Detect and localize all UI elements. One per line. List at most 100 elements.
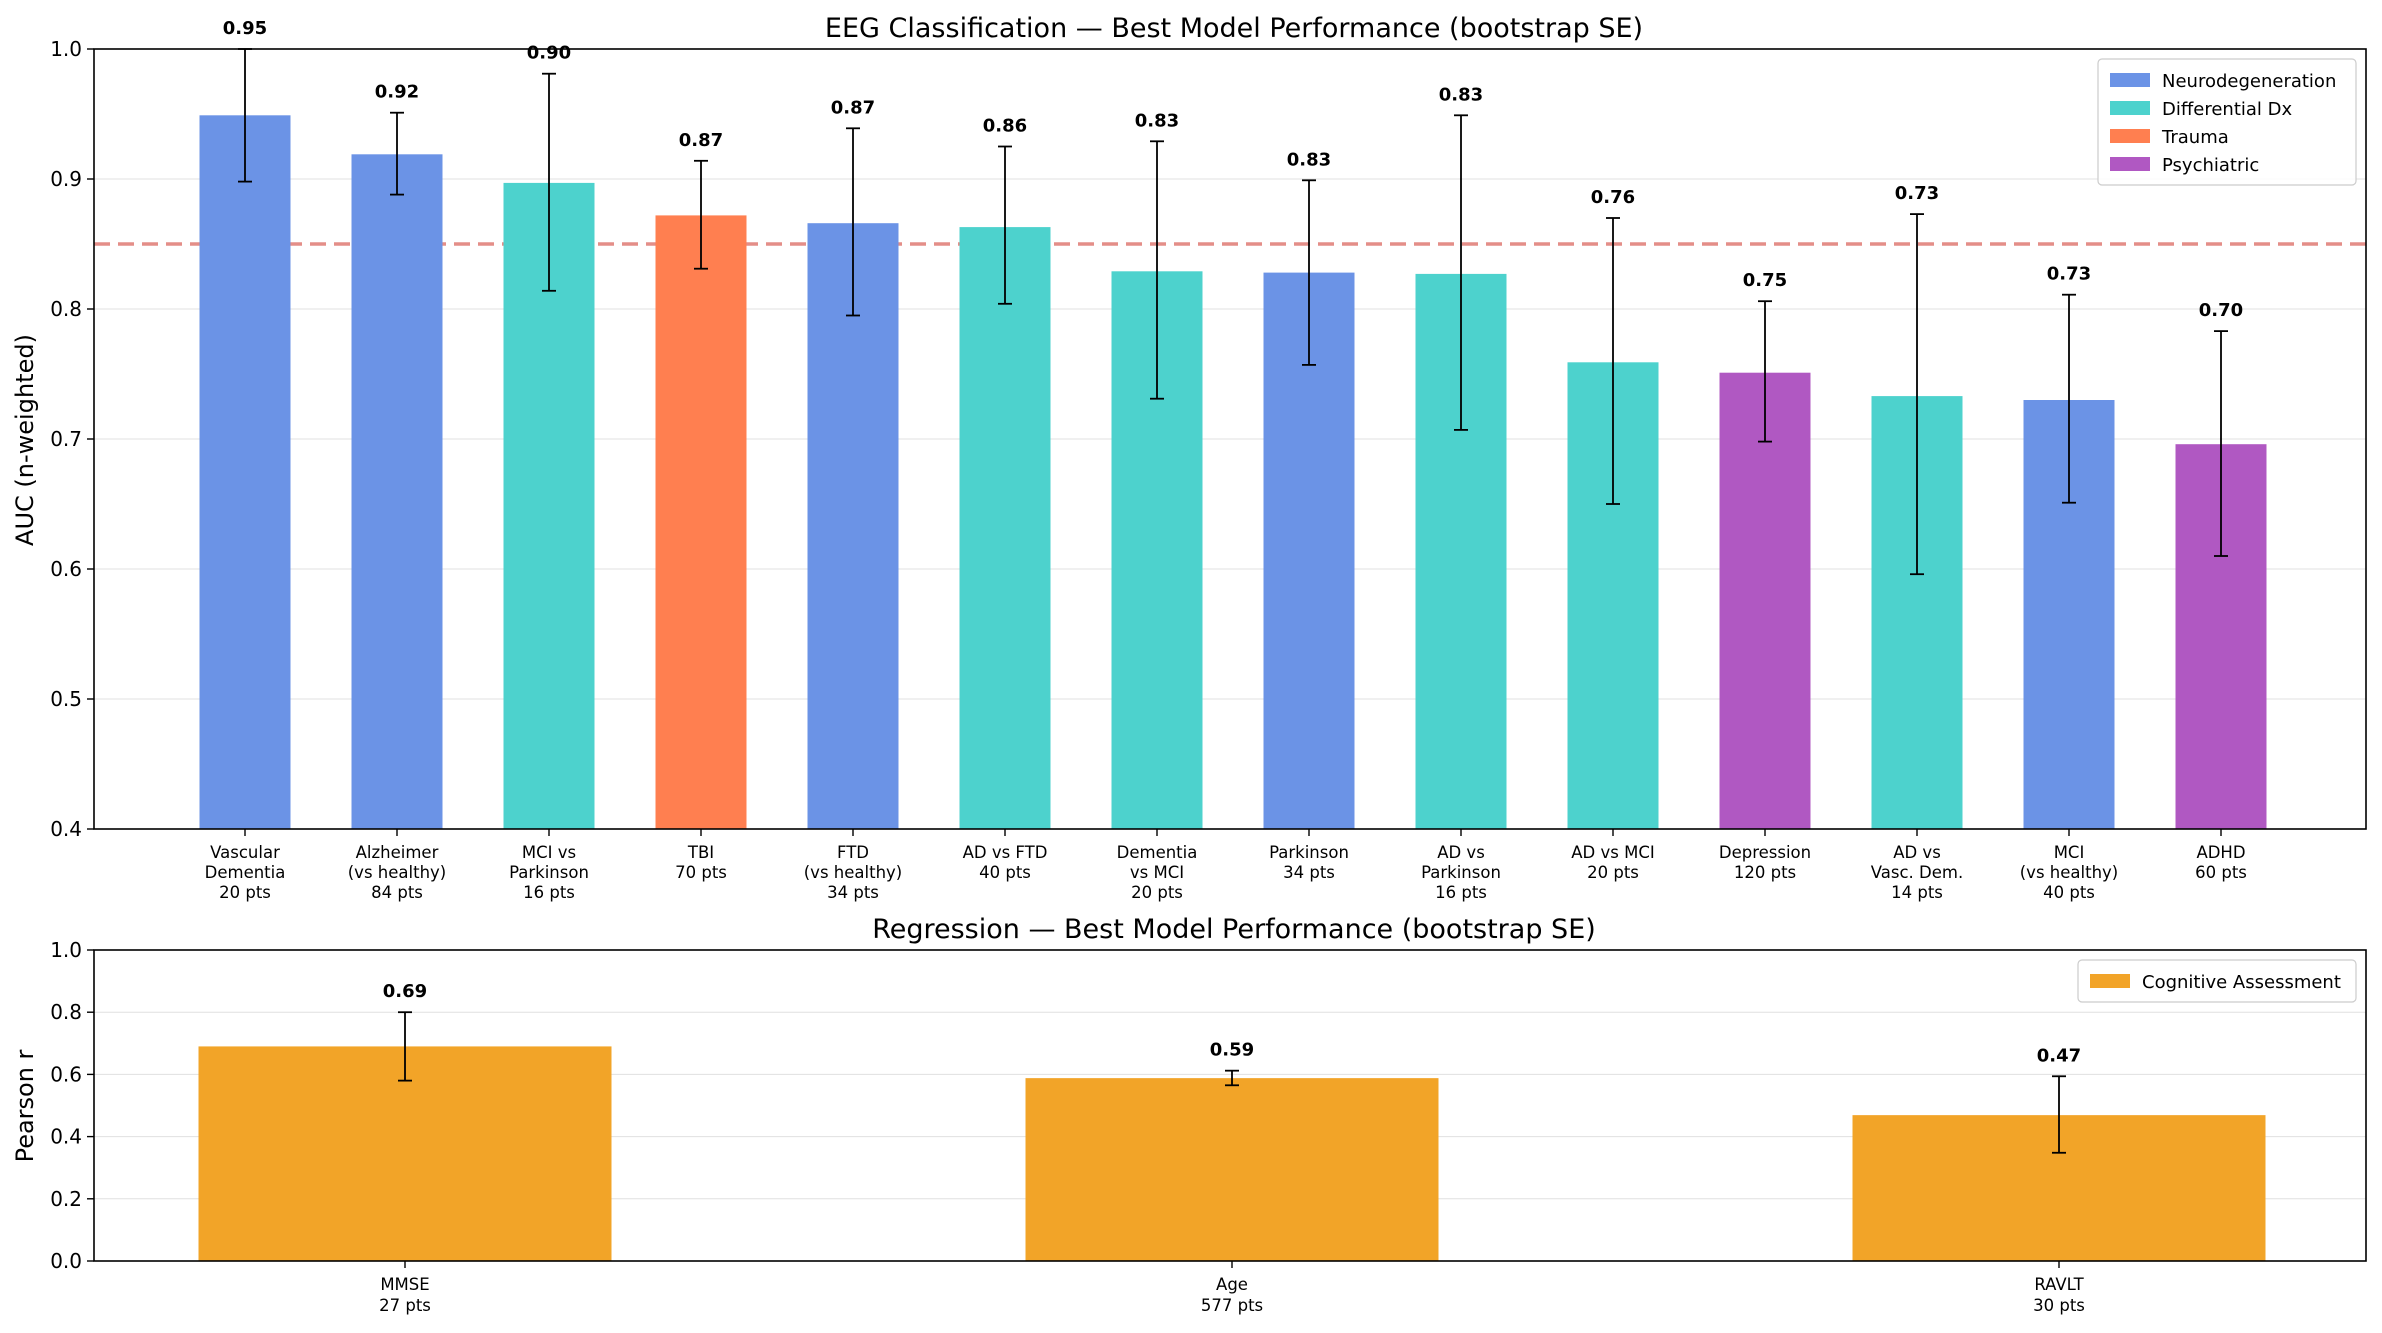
reg-y-tick-label: 0.2	[50, 1187, 82, 1211]
cls-value-label: 0.90	[527, 43, 571, 64]
cls-x-tick-label: Depression 120 pts	[1719, 843, 1811, 882]
cls-x-tick-label-line: 34 pts	[827, 883, 879, 902]
cls-x-tick-label-line: 120 pts	[1734, 863, 1796, 882]
cls-bar	[351, 154, 443, 830]
cls-value-label: 0.73	[2047, 264, 2091, 285]
classification-legend: Neurodegeneration Differential Dx Trauma Ps…	[2097, 58, 2357, 186]
cls-x-tick-label-line: ADHD	[2196, 843, 2245, 862]
reg-y-tick-label: 0.6	[50, 1062, 82, 1086]
cls-x-tick-label-line: 20 pts	[1587, 863, 1639, 882]
cls-x-tick-label-line: Parkinson	[509, 863, 589, 882]
cls-legend-swatch	[2110, 101, 2150, 115]
cls-x-tick-label-line: MCI	[2054, 843, 2085, 862]
regression-plot-frame	[93, 949, 2367, 1262]
cls-x-tick-label-line: 60 pts	[2195, 863, 2247, 882]
reg-x-tick-label-line: Age	[1216, 1275, 1248, 1294]
cls-value-label: 0.87	[679, 130, 723, 151]
cls-x-tick-label: MCI vs Parkinson 16 pts	[509, 843, 589, 902]
reg-x-tick-label-line: MMSE	[380, 1275, 429, 1294]
classification-title: EEG Classification — Best Model Performa…	[825, 13, 1643, 44]
cls-y-tick-label: 0.4	[50, 817, 82, 841]
cls-legend-label: Neurodegeneration	[2162, 71, 2336, 92]
reg-value-label: 0.59	[1210, 1040, 1254, 1061]
cls-x-tick-label-line: AD vs FTD	[963, 843, 1048, 862]
cls-x-tick-label-line: FTD	[837, 843, 869, 862]
reg-value-label: 0.69	[383, 981, 427, 1002]
cls-value-label: 0.83	[1135, 110, 1179, 131]
cls-legend-swatch	[2110, 157, 2150, 171]
cls-x-tick-label-line: Alzheimer	[356, 843, 439, 862]
cls-x-tick-label: Parkinson 34 pts	[1269, 843, 1349, 882]
regression-legend: Cognitive Assessment	[2077, 959, 2357, 1003]
reg-x-tick-label-line: 577 pts	[1201, 1296, 1263, 1315]
reg-legend-swatch	[2090, 974, 2130, 988]
cls-x-tick-label-line: 20 pts	[1131, 883, 1183, 902]
cls-value-label: 0.83	[1439, 84, 1483, 105]
cls-value-label: 0.76	[1591, 187, 1635, 208]
reg-y-tick-label: 0.4	[50, 1125, 82, 1149]
cls-x-tick-label-line: Vascular	[210, 843, 280, 862]
cls-x-tick-label-line: vs MCI	[1130, 863, 1184, 882]
classification-chart: EEG Classification — Best Model Performa…	[11, 13, 2367, 902]
cls-value-label: 0.95	[223, 18, 267, 39]
reg-legend-label: Cognitive Assessment	[2142, 972, 2341, 993]
cls-x-tick-label: AD vs MCI 20 pts	[1571, 843, 1654, 882]
cls-legend-box	[2097, 58, 2357, 186]
reg-value-label: 0.47	[2037, 1045, 2081, 1066]
reg-x-tick-label-line: 27 pts	[379, 1296, 431, 1315]
reg-x-tick-label: RAVLT 30 pts	[2033, 1275, 2085, 1315]
cls-x-tick-label: TBI 70 pts	[675, 843, 727, 882]
cls-x-tick-label-line: AD vs	[1437, 843, 1485, 862]
cls-x-tick-label-line: 40 pts	[2043, 883, 2095, 902]
cls-x-tick-label-line: (vs healthy)	[2020, 863, 2118, 882]
cls-x-tick-label: Dementia vs MCI 20 pts	[1117, 843, 1198, 902]
cls-value-label: 0.92	[375, 82, 419, 103]
cls-x-tick-label: Vascular Dementia 20 pts	[205, 843, 286, 902]
cls-legend-label: Psychiatric	[2162, 155, 2259, 176]
cls-x-tick-label: MCI (vs healthy) 40 pts	[2020, 843, 2118, 902]
cls-y-tick-label: 0.8	[50, 297, 82, 321]
cls-bar	[1719, 372, 1811, 829]
cls-legend-swatch	[2110, 73, 2150, 87]
classification-plot-frame	[93, 48, 2367, 830]
regression-chart: Regression — Best Model Performance (boo…	[11, 914, 2367, 1315]
cls-bar	[655, 215, 747, 829]
cls-bar	[807, 223, 899, 829]
reg-bar	[198, 1046, 612, 1261]
cls-value-label: 0.86	[983, 116, 1027, 137]
reg-y-tick-label: 1.0	[50, 938, 82, 962]
cls-value-label: 0.70	[2199, 300, 2243, 321]
cls-legend-label: Trauma	[2161, 127, 2229, 148]
cls-x-tick-label-line: 84 pts	[371, 883, 423, 902]
cls-x-tick-label-line: Vasc. Dem.	[1871, 863, 1963, 882]
cls-x-tick-label-line: 34 pts	[1283, 863, 1335, 882]
cls-y-tick-label: 0.5	[50, 687, 82, 711]
cls-x-tick-label-line: 16 pts	[1435, 883, 1487, 902]
cls-value-label: 0.87	[831, 97, 875, 118]
cls-x-tick-label-line: AD vs	[1893, 843, 1941, 862]
reg-y-tick-label: 0.8	[50, 1000, 82, 1024]
cls-x-tick-label-line: Dementia	[1117, 843, 1198, 862]
cls-x-tick-label-line: Parkinson	[1421, 863, 1501, 882]
cls-x-tick-label-line: 70 pts	[675, 863, 727, 882]
cls-x-tick-label-line: 16 pts	[523, 883, 575, 902]
cls-legend-label: Differential Dx	[2162, 99, 2292, 120]
regression-y-axis-label: Pearson r	[11, 1049, 39, 1162]
cls-bar	[959, 227, 1051, 830]
reg-x-tick-label: Age 577 pts	[1201, 1275, 1263, 1315]
cls-value-label: 0.75	[1743, 270, 1787, 291]
cls-x-tick-label: FTD (vs healthy) 34 pts	[804, 843, 902, 902]
reg-legend-box	[2077, 959, 2357, 1003]
cls-x-tick-label-line: MCI vs	[522, 843, 576, 862]
reg-x-tick-label: MMSE 27 pts	[379, 1275, 431, 1315]
cls-x-tick-label-line: AD vs MCI	[1571, 843, 1654, 862]
cls-x-tick-label-line: Dementia	[205, 863, 286, 882]
cls-value-label: 0.73	[1895, 183, 1939, 204]
cls-x-tick-label-line: 20 pts	[219, 883, 271, 902]
cls-x-tick-label-line: 14 pts	[1891, 883, 1943, 902]
reg-bar	[1025, 1078, 1439, 1261]
cls-x-tick-label: ADHD 60 pts	[2195, 843, 2247, 882]
cls-x-tick-label-line: Depression	[1719, 843, 1811, 862]
cls-y-tick-label: 0.7	[50, 427, 82, 451]
reg-x-tick-label-line: RAVLT	[2034, 1275, 2084, 1294]
